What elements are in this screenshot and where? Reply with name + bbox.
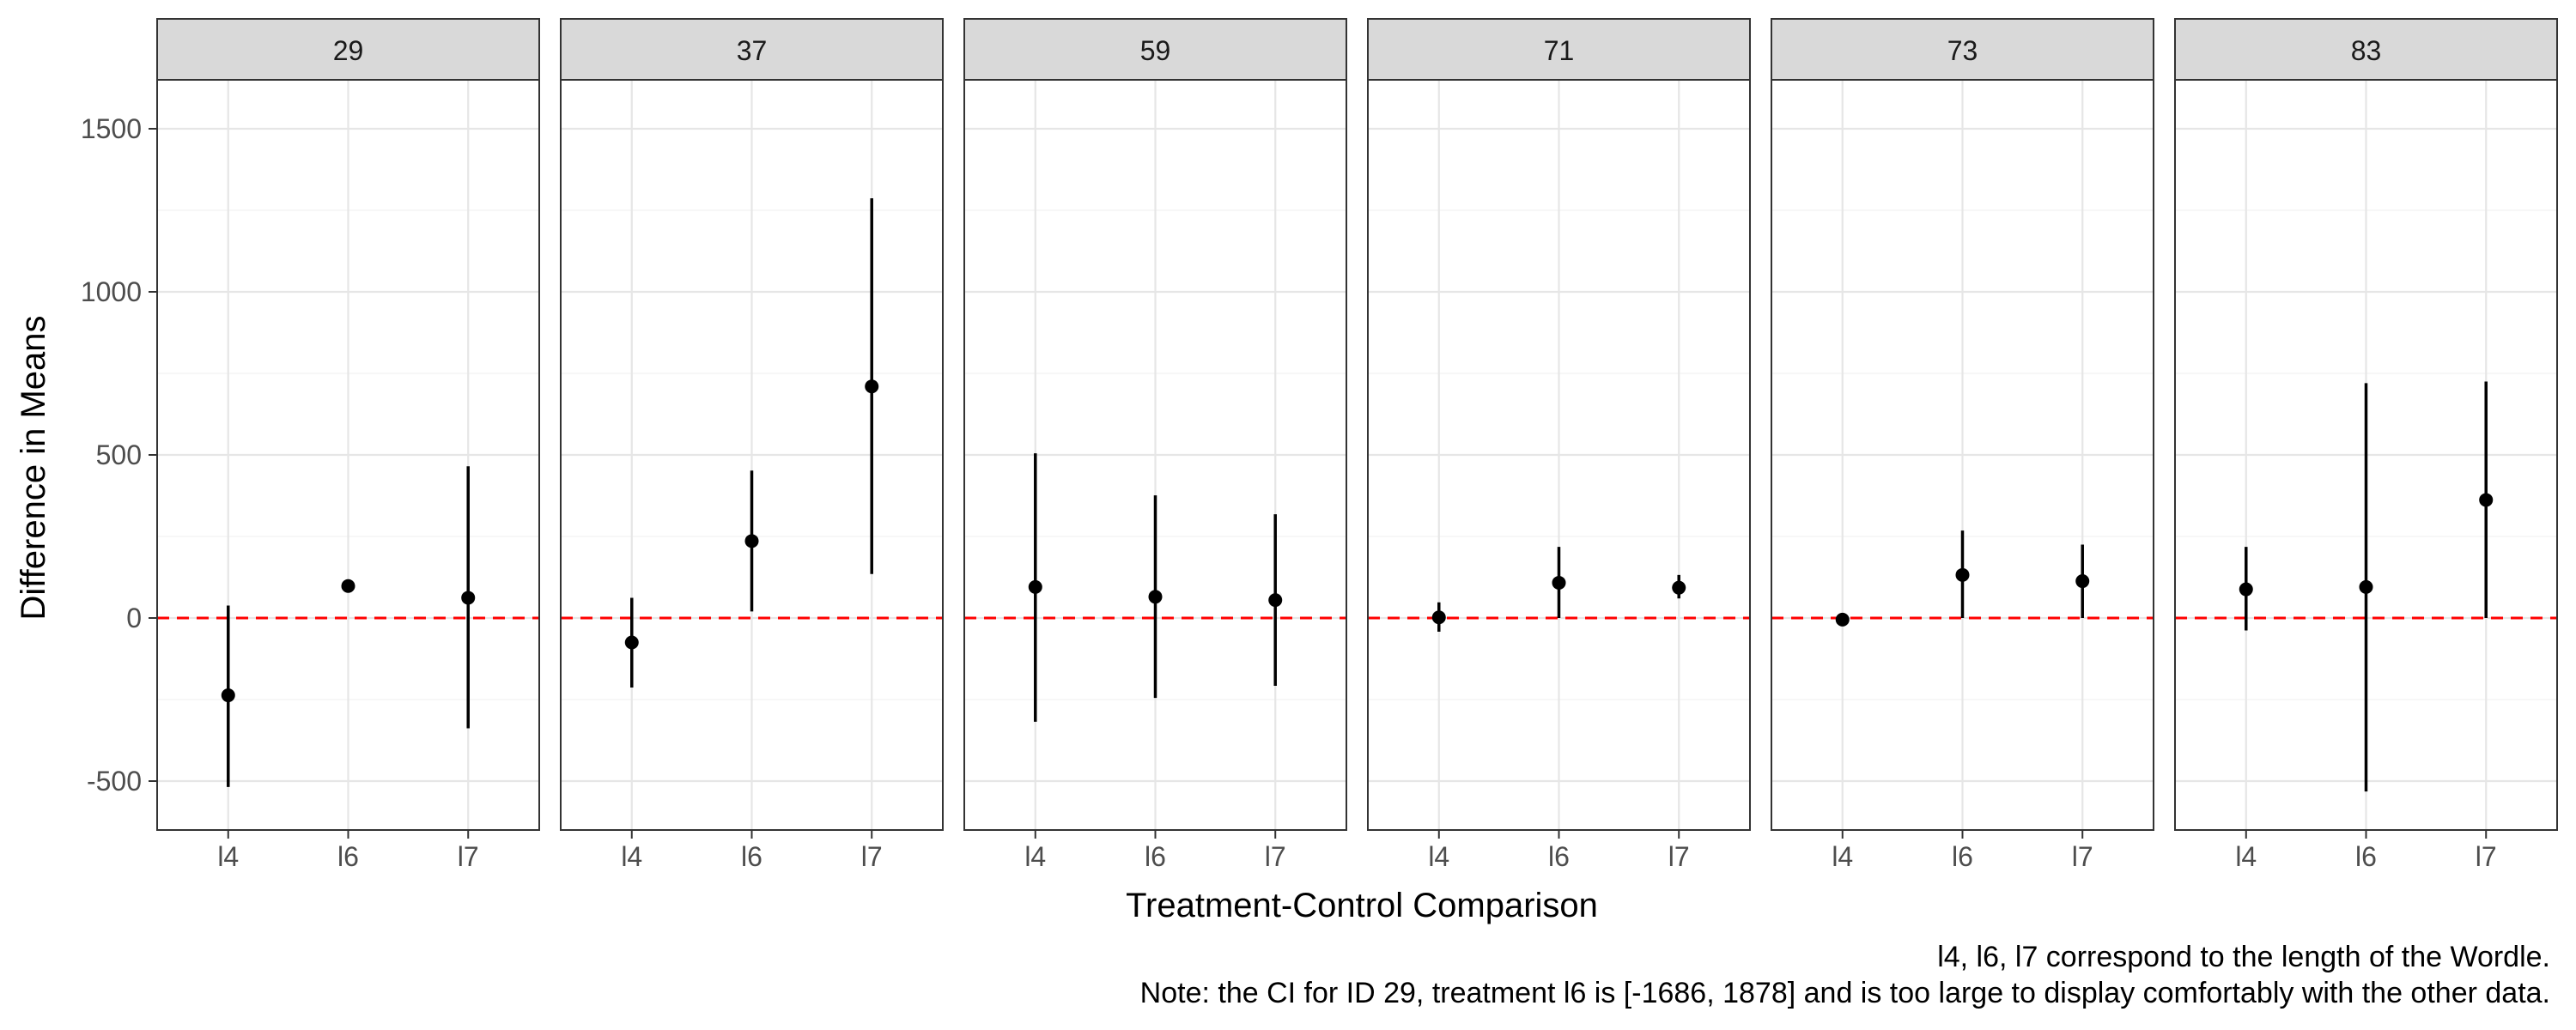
facet-panel-29: 29 l4 l6 l7 [156, 18, 540, 872]
point-73-l6 [1955, 567, 1970, 582]
facet-panels: 29 l4 l6 l7 37 l4 l6 l7 59 l4 l6 l7 71 l4 l6 l7 73 l4 l6 l7… [156, 18, 2558, 872]
point-83-l6 [2359, 579, 2373, 594]
y-tick-label: 0 [126, 603, 142, 633]
x-tick-label-l6: l6 [741, 841, 762, 872]
point-71-l7 [1672, 580, 1686, 595]
facet-strip [2174, 18, 2558, 81]
facet-strip-label: 59 [1140, 35, 1171, 66]
facet-strip-label: 73 [1947, 35, 1978, 66]
x-tick-label-l7: l7 [861, 841, 883, 872]
panel-grid [561, 80, 943, 830]
facet-panel-83: 83 l4 l6 l7 [2174, 18, 2558, 872]
caption-wordle-lengths: l4, l6, l7 correspond to the length of t… [1937, 941, 2550, 973]
point-37-l7 [865, 379, 879, 394]
point-71-l4 [1431, 610, 1446, 625]
x-tick-label-l6: l6 [1145, 841, 1166, 872]
point-83-l4 [2239, 582, 2253, 597]
x-tick-label-l7: l7 [458, 841, 479, 872]
x-tick-label-l4: l4 [217, 841, 239, 872]
point-59-l6 [1148, 590, 1163, 604]
facet-strip-label: 29 [333, 35, 364, 66]
y-axis: -500 0 500 1000 1500 [81, 113, 157, 797]
x-tick-label-l6: l6 [2355, 841, 2377, 872]
panel-grid [1771, 80, 2154, 830]
point-37-l4 [624, 635, 639, 650]
facet-strip-label: 83 [2351, 35, 2382, 66]
x-tick-label-l4: l4 [2235, 841, 2257, 872]
panel-grid [1368, 80, 1750, 830]
facet-panel-71: 71 l4 l6 l7 [1367, 18, 1751, 872]
facet-strip [963, 18, 1347, 81]
facet-strip [1367, 18, 1751, 81]
x-tick-label-l7: l7 [2476, 841, 2497, 872]
x-tick-label-l4: l4 [1024, 841, 1046, 872]
x-tick-label-l6: l6 [1952, 841, 1973, 872]
point-29-l4 [221, 688, 235, 703]
x-tick-label-l6: l6 [1548, 841, 1570, 872]
point-59-l4 [1028, 579, 1042, 594]
y-tick-label: 500 [96, 439, 142, 470]
panel-grid [157, 80, 539, 830]
x-tick-label-l4: l4 [621, 841, 642, 872]
facet-panel-73: 73 l4 l6 l7 [1771, 18, 2154, 872]
x-tick-label-l7: l7 [1265, 841, 1286, 872]
facet-strip-label: 37 [737, 35, 768, 66]
x-tick-label-l7: l7 [2072, 841, 2093, 872]
facet-strip-label: 71 [1544, 35, 1575, 66]
facet-strip [156, 18, 540, 81]
y-tick-label: 1000 [81, 276, 142, 307]
x-axis-label: Treatment-Control Comparison [1126, 887, 1598, 924]
x-tick-label-l4: l4 [1832, 841, 1853, 872]
point-73-l4 [1835, 612, 1850, 627]
x-tick-label-l7: l7 [1668, 841, 1690, 872]
y-tick-label: 1500 [81, 113, 142, 144]
point-29-l7 [461, 591, 476, 605]
y-tick-label: -500 [87, 766, 142, 797]
point-59-l7 [1268, 593, 1283, 608]
facet-panel-37: 37 l4 l6 l7 [560, 18, 944, 872]
point-29-l6 [341, 579, 355, 593]
caption-ci-note: Note: the CI for ID 29, treatment l6 is … [1139, 977, 2550, 1009]
point-71-l6 [1552, 575, 1566, 590]
y-axis-label: Difference in Means [15, 316, 52, 621]
facet-strip [560, 18, 944, 81]
panel-grid [964, 80, 1346, 830]
point-73-l7 [2075, 574, 2090, 589]
facet-panel-59: 59 l4 l6 l7 [963, 18, 1347, 872]
point-83-l7 [2479, 493, 2494, 507]
x-tick-label-l4: l4 [1428, 841, 1449, 872]
x-tick-label-l6: l6 [337, 841, 359, 872]
point-37-l6 [744, 534, 759, 548]
